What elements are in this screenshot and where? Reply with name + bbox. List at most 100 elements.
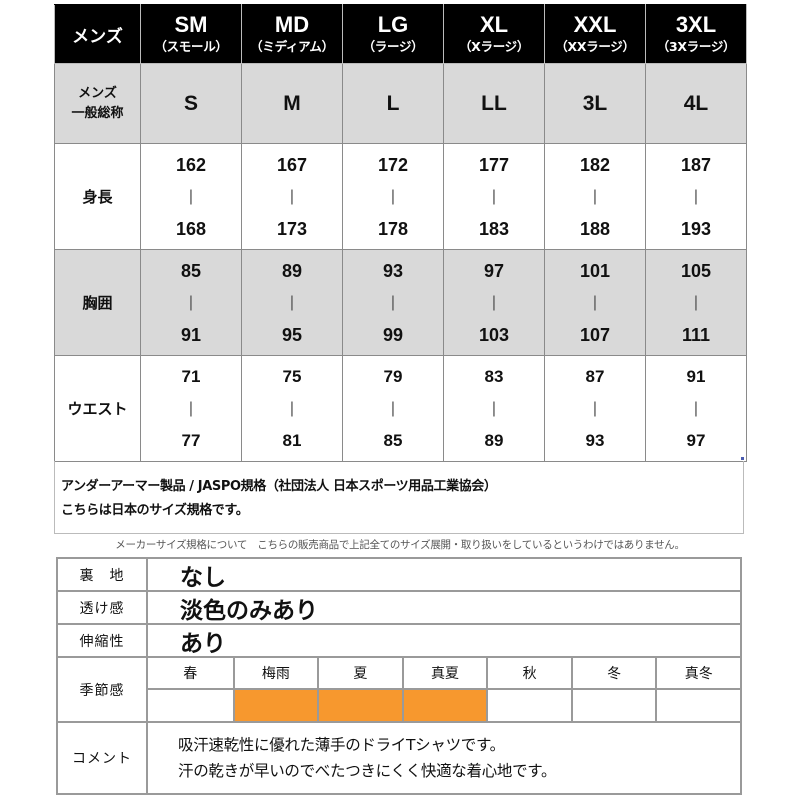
range-max: 173 (276, 218, 308, 239)
range-separator: | (592, 293, 598, 311)
range-min: 162 (175, 154, 207, 175)
row-label-chest: 胸囲 (54, 249, 141, 356)
size-code: SM (174, 12, 208, 37)
season-indicator (232, 690, 318, 721)
range-max: 77 (181, 430, 201, 450)
row-label-height: 身長 (54, 143, 141, 250)
height-cell: 177 | 183 (443, 143, 545, 250)
height-cell: 172 | 178 (342, 143, 444, 250)
range-separator: | (188, 293, 194, 311)
range-max: 111 (681, 324, 711, 345)
range-separator: | (592, 399, 598, 417)
range-max: 193 (680, 218, 712, 239)
note-line-1: アンダーアーマー製品 / JASPO規格（社団法人 日本スポーツ用品工業協会） (61, 479, 497, 494)
size-code: XL (479, 12, 509, 37)
season-label: 季節感 (58, 658, 148, 721)
height-cell: 187 | 193 (645, 143, 747, 250)
lining-value: なし (180, 564, 226, 591)
spec-row-stretch: 伸縮性 あり (58, 623, 740, 657)
range-separator: | (693, 293, 699, 311)
season-indicator (655, 690, 740, 721)
size-header-sm: SM （スモール） (140, 4, 242, 64)
size-header-lg: LG （ラージ） (342, 4, 444, 64)
waist-cell: 91 | 97 (645, 355, 747, 462)
general-size-cell: LL (443, 63, 545, 144)
season-midsummer: 真夏 (401, 658, 487, 690)
range-min: 167 (276, 154, 308, 175)
range-min: 105 (680, 260, 712, 281)
season-indicator (148, 690, 233, 721)
range-min: 177 (478, 154, 510, 175)
waist-label: ウエスト (67, 399, 128, 418)
size-header-xl: XL （Xラージ） (443, 4, 545, 64)
range-separator: | (188, 399, 194, 417)
general-label-line2: 一般総称 (71, 105, 124, 121)
comment-label: コメント (58, 723, 148, 793)
season-grid: 春 梅雨 夏 真夏 秋 冬 真冬 (148, 658, 740, 721)
lining-label: 裏 地 (58, 559, 148, 590)
range-max: 93 (585, 430, 605, 450)
range-separator: | (491, 293, 497, 311)
stretch-value: あり (180, 630, 226, 657)
range-max: 183 (478, 218, 510, 239)
height-cell: 162 | 168 (140, 143, 242, 250)
chest-cell: 101 | 107 (544, 249, 646, 356)
disclaimer-text: メーカーサイズ規格について こちらの販売商品で上記全てのサイズ展開・取り扱いをし… (115, 539, 685, 551)
range-max: 81 (282, 430, 302, 450)
season-indicator (401, 690, 487, 721)
comment-line-2: 汗の乾きが早いのでべたつきにくく快適な着心地です。 (178, 762, 557, 780)
range-min: 83 (484, 366, 504, 386)
season-summer: 夏 (317, 658, 402, 690)
general-label-line1: メンズ (78, 85, 117, 101)
waist-cell: 87 | 93 (544, 355, 646, 462)
size-reading: （3Xラージ） (656, 39, 736, 54)
comment-line-1: 吸汗速乾性に優れた薄手のドライTシャツです。 (178, 736, 505, 754)
range-separator: | (592, 187, 598, 205)
season-midwinter: 真冬 (655, 658, 740, 690)
corner-label: メンズ (54, 4, 141, 64)
season-indicator (486, 690, 571, 721)
spec-row-sheer: 透け感 淡色のみあり (58, 590, 740, 624)
range-min: 87 (585, 366, 605, 386)
size-code: XXL (573, 12, 617, 37)
chest-cell: 93 | 99 (342, 249, 444, 356)
range-min: 172 (377, 154, 409, 175)
waist-cell: 79 | 85 (342, 355, 444, 462)
row-label-general: メンズ 一般総称 (54, 63, 141, 144)
range-min: 85 (180, 260, 202, 281)
range-min: 89 (281, 260, 303, 281)
range-max: 89 (484, 430, 504, 450)
range-min: 71 (181, 366, 201, 386)
comment-text: 吸汗速乾性に優れた薄手のドライTシャツです。 汗の乾きが早いのでべたつきにくく快… (148, 723, 740, 793)
range-min: 97 (483, 260, 505, 281)
range-separator: | (491, 399, 497, 417)
season-winter: 冬 (570, 658, 656, 690)
range-separator: | (188, 187, 194, 205)
size-reading: （XXラージ） (555, 39, 635, 54)
range-max: 99 (382, 324, 404, 345)
range-max: 97 (686, 430, 706, 450)
size-standard-note: アンダーアーマー製品 / JASPO規格（社団法人 日本スポーツ用品工業協会） … (54, 461, 744, 534)
size-code: LG (377, 12, 409, 37)
size-header-row: メンズ SM （スモール） MD （ミディアム） LG （ラージ） XL （Xラージ） … (54, 4, 747, 64)
size-header-md: MD （ミディアム） (241, 4, 343, 64)
range-max: 85 (383, 430, 403, 450)
resize-corner-marker (741, 457, 744, 460)
size-header-xxl: XXL （XXラージ） (544, 4, 646, 64)
range-max: 95 (281, 324, 303, 345)
general-size-cell: 3L (544, 63, 646, 144)
chest-row: 胸囲 85 | 91 89 | 95 93 | 99 97 | 103 101 | 107 105 |… (54, 249, 747, 356)
season-autumn: 秋 (486, 658, 571, 690)
range-max: 103 (478, 324, 510, 345)
general-size-cell: S (140, 63, 242, 144)
range-min: 75 (282, 366, 302, 386)
size-reading: （Xラージ） (458, 39, 530, 54)
season-rainy: 梅雨 (232, 658, 318, 690)
size-code: MD (274, 12, 310, 37)
height-label: 身長 (82, 187, 113, 206)
height-cell: 182 | 188 (544, 143, 646, 250)
size-header-3xl: 3XL （3Xラージ） (645, 4, 747, 64)
height-row: 身長 162 | 168 167 | 173 172 | 178 177 | 183 182 | 1… (54, 143, 747, 250)
spec-row-season: 季節感 春 梅雨 夏 真夏 秋 冬 真冬 (58, 656, 740, 721)
chest-label: 胸囲 (82, 293, 113, 312)
